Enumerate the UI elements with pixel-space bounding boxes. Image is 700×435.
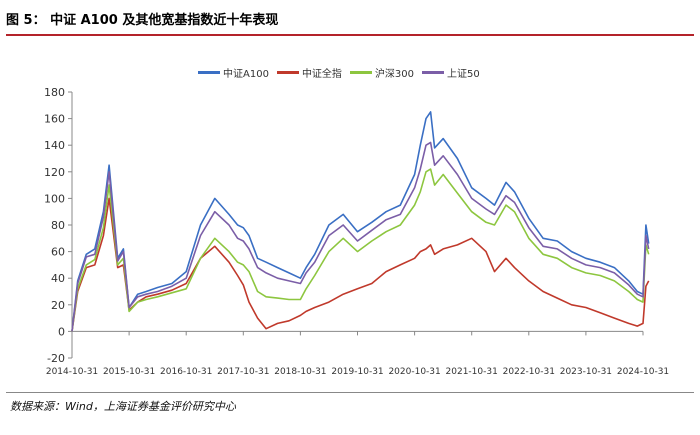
y-tick-label: 140 bbox=[44, 139, 65, 152]
y-tick-label: 60 bbox=[51, 246, 65, 259]
series-line-1 bbox=[71, 197, 650, 332]
bottom-rule bbox=[6, 392, 694, 393]
y-tick-label: 100 bbox=[44, 192, 65, 205]
legend-item-quanzhi: 中证全指 bbox=[276, 65, 342, 80]
series-line-2 bbox=[71, 168, 650, 332]
title-rule bbox=[6, 34, 694, 36]
figure-title: 图 5： 中证 A100 及其他宽基指数近十年表现 bbox=[6, 12, 279, 28]
x-tick-label: 2024-10-31 bbox=[617, 367, 669, 377]
x-tick-label: 2021-10-31 bbox=[446, 367, 498, 377]
x-tick-label: 2020-10-31 bbox=[388, 367, 440, 377]
chart-legend: 中证A100 中证全指 沪深300 上证50 bbox=[198, 64, 498, 80]
source-note: 数据来源：Wind，上海证券基金评价研究中心 bbox=[10, 400, 236, 413]
x-tick-label: 2016-10-31 bbox=[160, 367, 212, 377]
y-tick-label: 0 bbox=[58, 325, 65, 338]
legend-label-sz50: 上证50 bbox=[447, 68, 480, 80]
legend-swatch-hs300 bbox=[349, 70, 372, 74]
x-tick-label: 2023-10-31 bbox=[560, 367, 612, 377]
legend-swatch-sz50 bbox=[422, 70, 445, 74]
series-line-3 bbox=[71, 141, 650, 332]
legend-label-quanzhi: 中证全指 bbox=[301, 68, 342, 80]
y-tick-label: 120 bbox=[44, 166, 65, 179]
legend-item-hs300: 沪深300 bbox=[349, 65, 415, 80]
legend-swatch-quanzhi bbox=[276, 70, 299, 74]
y-tick-label: 20 bbox=[51, 299, 65, 312]
y-tick-label: 180 bbox=[44, 86, 65, 99]
legend-label-hs300: 沪深300 bbox=[374, 68, 415, 80]
series-line-0 bbox=[71, 111, 650, 332]
legend-item-sz50: 上证50 bbox=[422, 65, 480, 80]
x-tick-label: 2014-10-31 bbox=[46, 367, 98, 377]
legend-swatch-a100 bbox=[198, 70, 220, 74]
x-tick-label: 2018-10-31 bbox=[274, 367, 326, 377]
legend-label-a100: 中证A100 bbox=[223, 68, 269, 80]
legend-item-a100: 中证A100 bbox=[198, 65, 269, 80]
x-tick-label: 2022-10-31 bbox=[503, 367, 555, 377]
x-tick-label: 2019-10-31 bbox=[331, 367, 383, 377]
y-tick-label: 40 bbox=[51, 272, 65, 285]
y-tick-label: 160 bbox=[44, 113, 65, 126]
x-tick-label: 2017-10-31 bbox=[217, 367, 269, 377]
y-tick-label: 80 bbox=[51, 219, 65, 232]
y-tick-label: -20 bbox=[47, 352, 65, 365]
x-tick-label: 2015-10-31 bbox=[103, 367, 155, 377]
